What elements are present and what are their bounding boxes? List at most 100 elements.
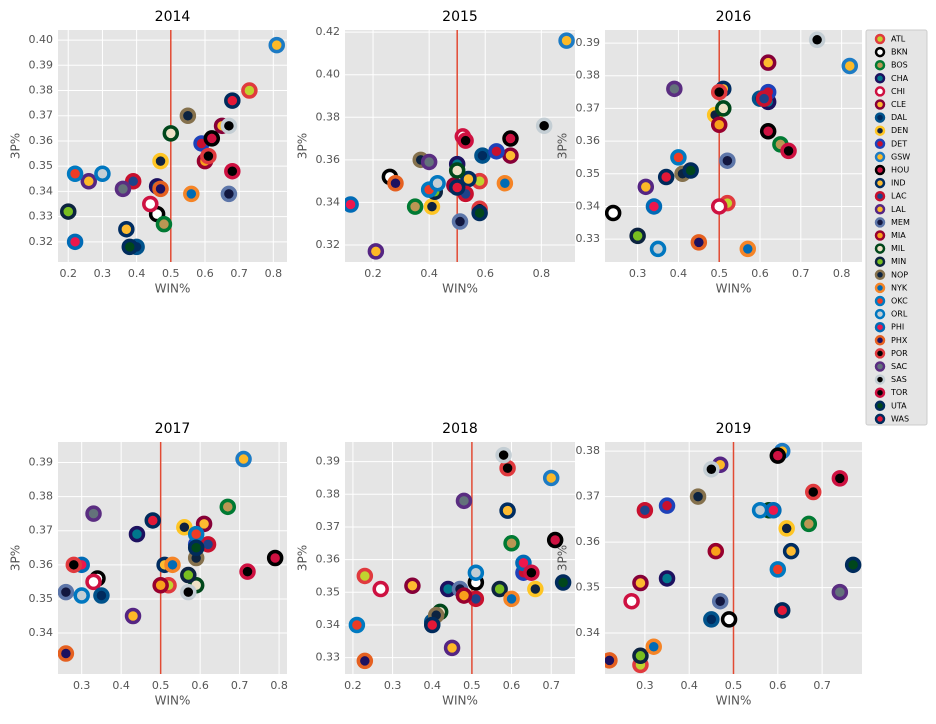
x-axis-label: WIN%	[155, 694, 191, 708]
legend-marker	[874, 59, 886, 71]
team-point	[348, 616, 366, 634]
x-tick-label: 0.3	[636, 679, 654, 692]
team-point	[93, 587, 110, 604]
y-tick-label: 0.37	[576, 490, 601, 503]
team-point	[523, 564, 540, 581]
team-point	[152, 577, 169, 594]
team-point	[404, 577, 421, 595]
legend-marker	[874, 151, 886, 163]
x-axis-label: WIN%	[442, 694, 478, 708]
team-point	[345, 196, 359, 213]
team-point	[711, 592, 729, 610]
team-point	[558, 32, 575, 49]
team-point	[224, 162, 241, 180]
x-tick-label: 0.6	[476, 267, 494, 280]
legend-marker	[874, 400, 886, 412]
team-point	[85, 505, 102, 522]
team-point	[703, 611, 720, 628]
x-tick-label: 0.7	[542, 679, 560, 692]
x-tick-label: 0.6	[191, 679, 209, 692]
team-point	[658, 570, 676, 587]
y-tick-label: 0.33	[576, 232, 601, 245]
y-tick-label: 0.34	[316, 618, 341, 631]
team-point	[710, 83, 728, 101]
team-point	[65, 556, 83, 574]
team-point	[448, 179, 466, 196]
team-point	[759, 123, 777, 140]
team-point	[73, 587, 90, 604]
legend-label: ORL	[891, 310, 908, 319]
y-tick-label: 0.40	[29, 33, 54, 46]
legend-label: DAL	[891, 113, 907, 122]
team-point	[769, 447, 787, 464]
legend-marker	[874, 387, 886, 398]
team-point	[180, 583, 197, 601]
team-point	[690, 234, 708, 251]
y-tick-label: 0.37	[316, 520, 341, 533]
legend-marker	[874, 230, 886, 241]
team-point	[448, 162, 466, 179]
team-point	[195, 515, 213, 533]
legend-label: GSW	[891, 152, 910, 161]
plot-area	[345, 442, 575, 674]
team-point	[605, 204, 622, 222]
team-point	[187, 539, 205, 557]
team-point	[268, 36, 285, 54]
team-point	[629, 227, 646, 245]
x-axis-label: WIN%	[442, 282, 478, 296]
team-point	[220, 185, 238, 203]
legend-marker	[874, 348, 886, 359]
team-point	[503, 590, 520, 608]
team-point	[451, 213, 469, 230]
team-point	[831, 583, 849, 601]
legend-marker	[874, 413, 886, 425]
legend-label: SAS	[891, 375, 907, 384]
y-tick-label: 0.35	[29, 592, 54, 605]
y-tick-label: 0.42	[316, 25, 341, 38]
legend-marker	[874, 282, 886, 294]
y-tick-label: 0.34	[29, 626, 54, 639]
team-point	[58, 583, 75, 601]
x-tick-label: 0.4	[128, 267, 146, 280]
x-tick-label: 0.3	[384, 679, 402, 692]
y-tick-label: 0.38	[316, 487, 341, 500]
legend-label: CHA	[891, 74, 909, 83]
chart-title: 2016	[716, 9, 752, 25]
team-point	[356, 567, 374, 585]
points	[58, 450, 284, 662]
y-tick-label: 0.36	[29, 558, 54, 571]
plot-area	[58, 30, 287, 262]
y-tick-label: 0.39	[316, 455, 341, 468]
points	[605, 442, 862, 674]
team-point	[224, 92, 241, 109]
legend-marker	[874, 177, 886, 189]
team-point	[429, 174, 446, 192]
team-point	[710, 116, 728, 134]
legend-marker	[874, 256, 886, 267]
team-point	[239, 563, 256, 580]
team-point	[367, 243, 385, 260]
team-point	[632, 647, 649, 665]
team-point	[499, 459, 516, 477]
y-tick-label: 0.32	[29, 235, 54, 248]
legend-label: UTA	[891, 401, 907, 410]
legend-label: BKN	[891, 48, 908, 57]
y-axis-label: 3P%	[296, 545, 310, 571]
x-tick-label: 0.7	[792, 267, 810, 280]
x-tick-label: 0.5	[710, 267, 728, 280]
team-point	[707, 542, 725, 560]
y-axis-label: 3P%	[556, 133, 570, 159]
legend-label: TOR	[890, 388, 908, 397]
team-point	[455, 492, 473, 510]
legend-label: DET	[891, 139, 907, 148]
y-axis-label: 3P%	[296, 133, 310, 159]
legend-marker	[874, 308, 886, 320]
team-point	[808, 31, 826, 49]
team-point	[841, 57, 859, 75]
team-point	[666, 80, 683, 98]
team-point	[488, 143, 505, 160]
team-point	[503, 535, 520, 552]
y-tick-label: 0.34	[576, 199, 601, 212]
x-tick-label: 0.2	[364, 267, 382, 280]
